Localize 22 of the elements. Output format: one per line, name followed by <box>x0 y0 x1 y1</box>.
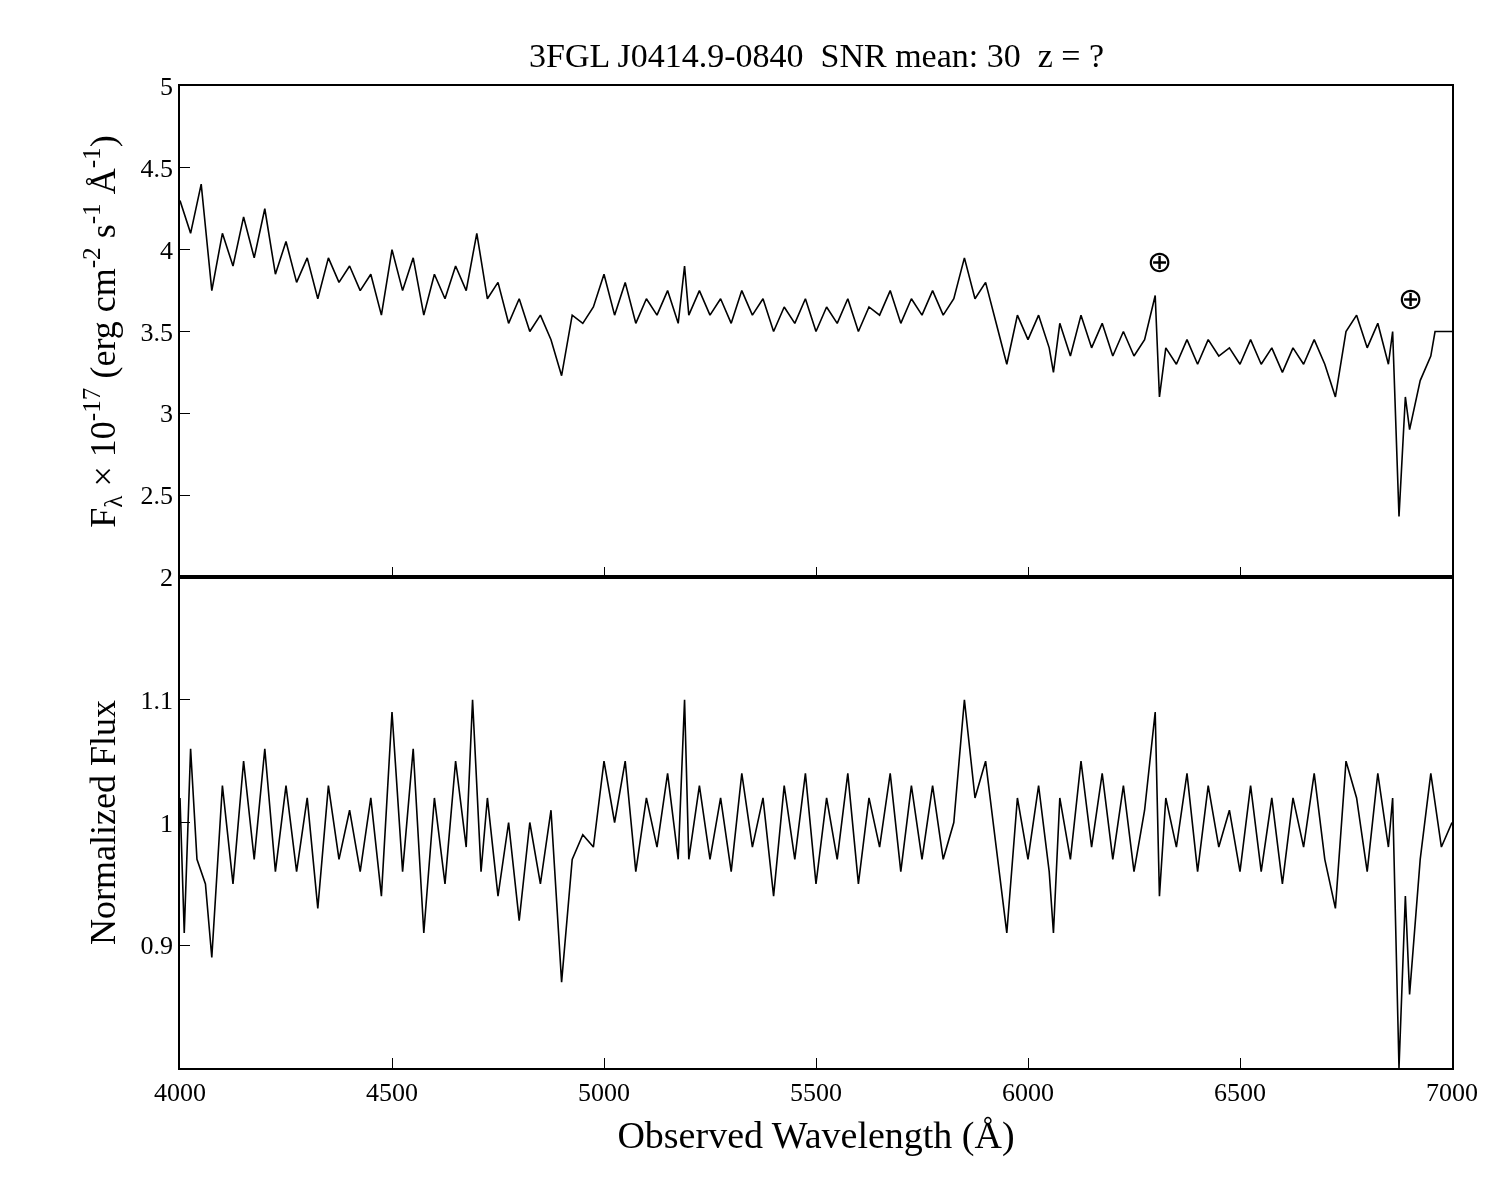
x-tick-label: 5000 <box>578 1077 630 1107</box>
y-tick-label: 5 <box>160 72 174 102</box>
y-axis-title: Normalized Flux <box>82 700 123 945</box>
x-tick-label: 4000 <box>154 1077 206 1107</box>
x-tick-label: 4500 <box>366 1077 418 1107</box>
y-tick-label: 0.9 <box>140 931 174 961</box>
x-axis-title: Observed Wavelength (Å) <box>617 1113 1015 1157</box>
x-tick-label: 6500 <box>1214 1077 1266 1107</box>
y-tick-label: 2.5 <box>140 481 174 511</box>
y-tick-label: 1 <box>160 808 174 838</box>
x-tick-label: 6000 <box>1002 1077 1054 1107</box>
y-tick-label: 3 <box>160 399 174 429</box>
y-tick-label: 4 <box>160 235 174 265</box>
x-tick-label: 5500 <box>790 1077 842 1107</box>
annotation: ⊕ <box>1398 281 1424 316</box>
y-tick-label: 1.1 <box>140 685 174 715</box>
chart-title: 3FGL J0414.9-0840 SNR mean: 30 z = ? <box>529 37 1105 74</box>
y-tick-label: 4.5 <box>140 153 174 183</box>
y-tick-label: 2 <box>160 563 174 593</box>
annotation: ⊕ <box>1147 244 1173 279</box>
x-tick-label: 7000 <box>1426 1077 1478 1107</box>
y-tick-label: 3.5 <box>140 317 174 347</box>
